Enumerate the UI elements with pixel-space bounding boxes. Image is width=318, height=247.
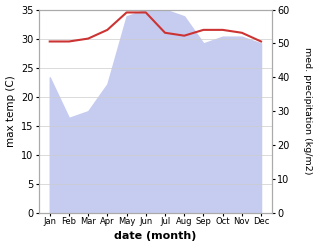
Y-axis label: max temp (C): max temp (C) [5, 75, 16, 147]
X-axis label: date (month): date (month) [114, 231, 197, 242]
Y-axis label: med. precipitation (kg/m2): med. precipitation (kg/m2) [303, 47, 313, 175]
